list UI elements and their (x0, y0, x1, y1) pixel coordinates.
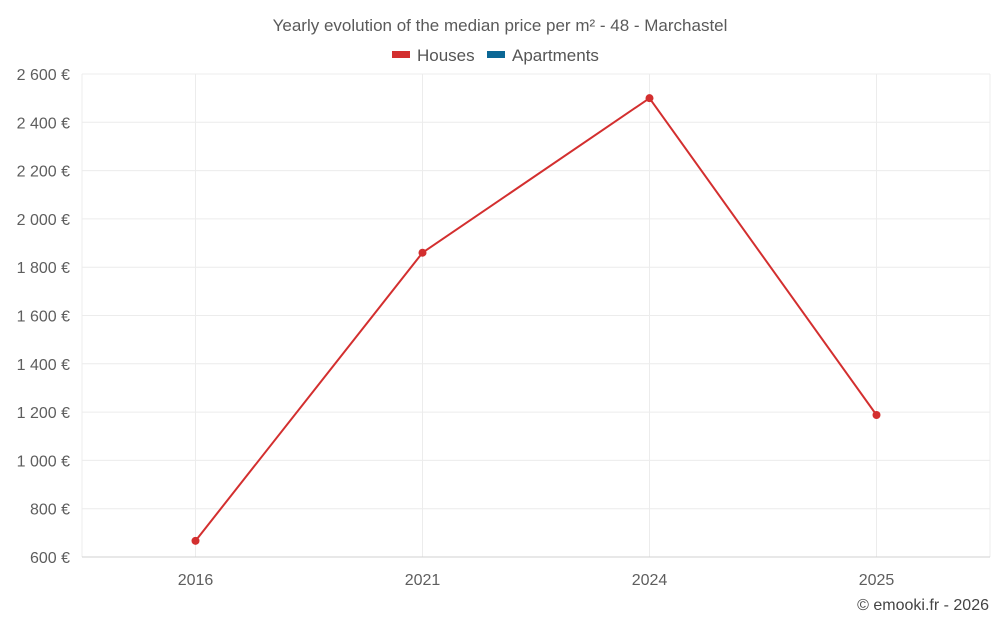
data-point-houses (872, 410, 881, 419)
y-tick-label: 2 600 € (17, 67, 70, 84)
y-tick-label: 1 600 € (17, 309, 70, 326)
y-tick-label: 1 800 € (17, 260, 70, 277)
x-tick-label: 2021 (405, 572, 441, 589)
y-tick-label: 800 € (30, 502, 70, 519)
data-point-houses (418, 248, 427, 257)
y-axis: 600 € 800 € 1 000 € 1 200 € 1 400 € 1 600 € 1 … (17, 67, 70, 567)
legend-item-apartments[interactable]: Apartments (487, 46, 599, 65)
y-tick-label: 600 € (30, 550, 70, 567)
y-tick-label: 1 400 € (17, 357, 70, 374)
x-tick-label: 2025 (859, 572, 895, 589)
x-tick-label: 2024 (632, 572, 668, 589)
credit-text: © emooki.fr - 2026 (857, 597, 989, 614)
chart-title: Yearly evolution of the median price per… (273, 16, 728, 35)
x-tick-label: 2016 (178, 572, 214, 589)
legend-item-houses[interactable]: Houses (392, 46, 475, 65)
y-tick-label: 2 000 € (17, 212, 70, 229)
y-tick-label: 2 400 € (17, 115, 70, 132)
legend-label-houses: Houses (417, 46, 475, 65)
legend-label-apartments: Apartments (512, 46, 599, 65)
legend-swatch-apartments (487, 51, 505, 58)
series-line-houses (194, 97, 878, 542)
x-axis: 2016 2021 2024 2025 (82, 556, 990, 589)
plot-area (191, 94, 881, 545)
legend: Houses Apartments (392, 46, 599, 65)
data-point-houses (645, 94, 654, 103)
grid (81, 73, 991, 557)
legend-swatch-houses (392, 51, 410, 58)
y-tick-label: 1 200 € (17, 405, 70, 422)
y-tick-label: 1 000 € (17, 453, 70, 470)
data-point-houses (191, 536, 200, 545)
y-tick-label: 2 200 € (17, 164, 70, 181)
